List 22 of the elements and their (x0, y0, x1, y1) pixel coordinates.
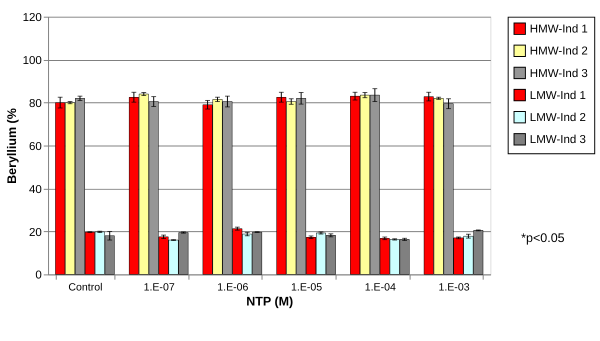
y-tick-label: 120 (22, 12, 42, 24)
y-tick-label: 0 (35, 270, 42, 282)
x-tick-label: 1.E-04 (364, 281, 396, 294)
x-tick-label: Control (68, 281, 102, 294)
y-tick-label: 80 (29, 98, 42, 110)
legend-label: LMW-Ind 2 (530, 112, 586, 124)
y-tick-label: 20 (29, 226, 42, 239)
text: *p<0.05 (521, 231, 565, 246)
legend-label: HMW-Ind 3 (530, 68, 588, 80)
x-tick-label: 1.E-05 (291, 281, 322, 294)
x-axis-title: NTP (M) (246, 294, 294, 309)
legend-label: LMW-Ind 1 (530, 90, 586, 102)
y-tick-label: 100 (22, 54, 42, 67)
y-tick-label: 40 (29, 184, 42, 196)
legend-label: LMW-Ind 3 (530, 134, 586, 146)
y-axis-title: Beryllium (% (4, 108, 19, 184)
legend-label: HMW-Ind 2 (530, 46, 588, 58)
x-tick-label: 1.E-03 (438, 281, 470, 294)
legend-label: HMW-Ind 1 (530, 24, 588, 36)
x-tick-label: 1.E-07 (144, 281, 175, 294)
x-tick-label: 1.E-06 (217, 281, 249, 294)
y-tick-label: 60 (29, 140, 42, 153)
